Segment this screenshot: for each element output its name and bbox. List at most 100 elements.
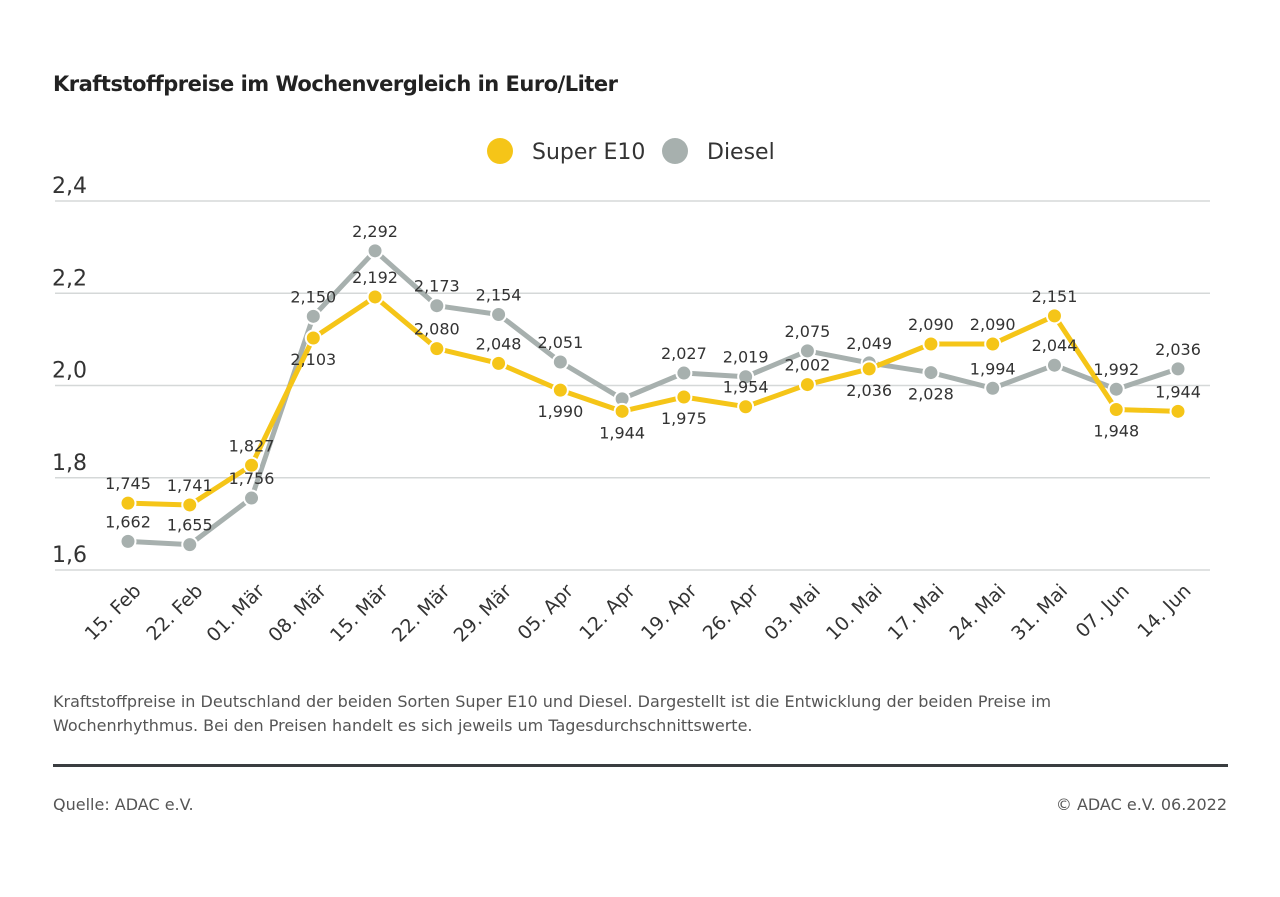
chart-description: Kraftstoffpreise in Deutschland der beid… <box>53 692 1052 735</box>
data-label: 2,192 <box>352 268 398 287</box>
data-point <box>922 364 940 382</box>
copyright-text: © ADAC e.V. 06.2022 <box>1055 795 1227 814</box>
data-point <box>181 496 199 514</box>
data-point <box>984 335 1002 353</box>
data-point <box>1107 400 1125 418</box>
data-point <box>181 536 199 554</box>
data-point <box>119 494 137 512</box>
y-tick-label: 2,0 <box>52 359 87 384</box>
x-tick-label: 19. Apr <box>637 580 702 645</box>
series-line-e10 <box>127 294 1179 508</box>
x-tick-label: 14. Jun <box>1133 580 1195 642</box>
data-point <box>613 402 631 420</box>
data-point <box>798 342 816 360</box>
data-point <box>428 340 446 358</box>
data-label: 2,151 <box>1032 287 1078 306</box>
data-point <box>860 360 878 378</box>
legend-marker <box>662 138 688 164</box>
data-point <box>1169 360 1187 378</box>
data-point <box>428 297 446 315</box>
data-label: 1,990 <box>537 402 583 421</box>
data-label: 1,954 <box>723 378 769 397</box>
data-label: 2,002 <box>785 356 831 375</box>
x-tick-label: 22. Feb <box>142 580 207 645</box>
x-tick-label: 05. Apr <box>513 580 578 645</box>
data-label: 1,827 <box>229 436 275 455</box>
data-label: 1,992 <box>1093 360 1139 379</box>
x-tick-label: 29. Mär <box>450 580 517 647</box>
x-tick-label: 03. Mai <box>760 580 825 645</box>
legend-marker <box>487 138 513 164</box>
data-label: 2,080 <box>414 320 460 339</box>
data-point <box>490 305 508 323</box>
data-point <box>551 353 569 371</box>
data-label: 2,048 <box>476 334 522 353</box>
data-label: 2,150 <box>290 287 336 306</box>
x-tick-label: 12. Apr <box>575 580 640 645</box>
data-label: 2,154 <box>476 285 522 304</box>
data-label: 2,036 <box>846 381 892 400</box>
data-label: 2,292 <box>352 222 398 241</box>
divider <box>53 764 1228 767</box>
data-point <box>304 329 322 347</box>
x-tick-label: 15. Mär <box>326 580 393 647</box>
x-tick-label: 08. Mär <box>264 580 331 647</box>
x-tick-label: 01. Mär <box>203 580 270 647</box>
x-tick-label: 26. Apr <box>699 580 764 645</box>
x-tick-label: 22. Mär <box>388 580 455 647</box>
data-point <box>366 242 384 260</box>
data-point <box>119 532 137 550</box>
series-line-diesel <box>127 248 1179 548</box>
data-point <box>551 381 569 399</box>
data-point <box>675 364 693 382</box>
data-point <box>243 489 261 507</box>
data-point <box>737 368 755 386</box>
data-label: 2,036 <box>1155 340 1201 359</box>
data-label: 2,049 <box>846 334 892 353</box>
data-label: 1,741 <box>167 476 213 495</box>
x-tick-label: 07. Jun <box>1072 580 1134 642</box>
data-label: 1,975 <box>661 409 707 428</box>
data-point <box>1107 380 1125 398</box>
data-point <box>798 376 816 394</box>
x-tick-label: 10. Mai <box>822 580 887 645</box>
data-point <box>366 288 384 306</box>
data-point <box>243 456 261 474</box>
y-tick-label: 2,4 <box>52 174 87 199</box>
data-label: 2,051 <box>537 333 583 352</box>
data-label: 1,655 <box>167 516 213 535</box>
data-label: 2,019 <box>723 348 769 367</box>
x-tick-label: 31. Mai <box>1007 580 1072 645</box>
legend-label: Super E10 <box>532 140 645 165</box>
data-label: 1,994 <box>970 359 1016 378</box>
data-point <box>984 379 1002 397</box>
data-point <box>490 354 508 372</box>
chart-title: Kraftstoffpreise im Wochenvergleich in E… <box>53 72 618 96</box>
data-point <box>737 398 755 416</box>
data-label: 2,103 <box>290 350 336 369</box>
data-label: 2,028 <box>908 385 954 404</box>
data-label: 2,044 <box>1032 336 1078 355</box>
data-label: 2,090 <box>908 315 954 334</box>
data-label: 1,944 <box>1155 382 1201 401</box>
y-tick-label: 1,6 <box>52 543 87 568</box>
data-point <box>1045 307 1063 325</box>
data-label: 2,027 <box>661 344 707 363</box>
y-tick-label: 2,2 <box>52 266 87 291</box>
y-tick-label: 1,8 <box>52 451 87 476</box>
data-label: 2,173 <box>414 277 460 296</box>
data-point <box>1045 356 1063 374</box>
x-tick-label: 24. Mai <box>945 580 1010 645</box>
data-label: 2,090 <box>970 315 1016 334</box>
data-label: 2,075 <box>785 322 831 341</box>
data-point <box>1169 402 1187 420</box>
data-point <box>675 388 693 406</box>
data-label: 1,662 <box>105 512 151 531</box>
data-point <box>922 335 940 353</box>
legend-label: Diesel <box>707 140 775 165</box>
x-tick-label: 15. Feb <box>81 580 146 645</box>
data-label: 1,745 <box>105 474 151 493</box>
data-label: 1,948 <box>1093 421 1139 440</box>
